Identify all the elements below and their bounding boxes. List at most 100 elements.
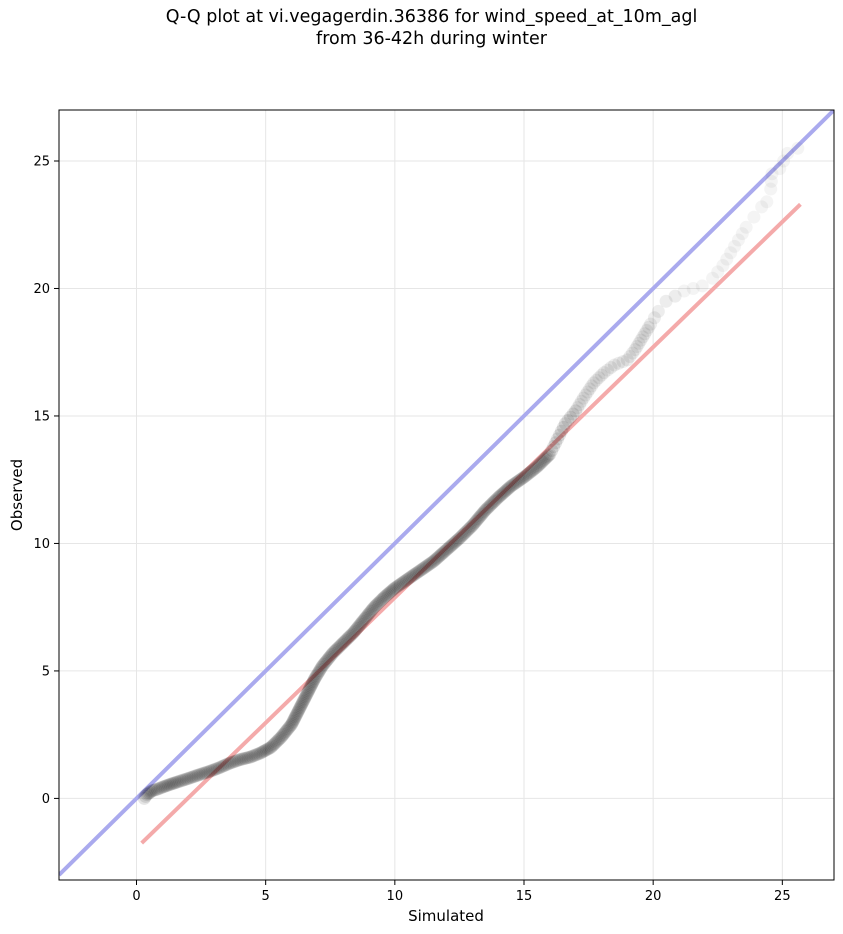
qq-point xyxy=(574,394,588,408)
qq-point xyxy=(298,691,312,705)
qq-point xyxy=(540,450,554,464)
qq-point xyxy=(507,477,521,491)
qq-point xyxy=(634,333,648,347)
qq-point xyxy=(148,783,162,797)
qq-point xyxy=(628,343,642,357)
qq-point xyxy=(268,737,282,751)
qq-point xyxy=(281,722,295,736)
qq-point xyxy=(252,747,266,761)
qq-point xyxy=(368,599,382,613)
qq-point xyxy=(254,746,267,760)
qq-point xyxy=(236,752,250,766)
qq-point xyxy=(595,368,608,382)
qq-point xyxy=(417,561,431,575)
qq-point xyxy=(508,476,522,490)
qq-point xyxy=(405,569,419,583)
qq-point xyxy=(179,772,193,786)
qq-point xyxy=(145,784,159,798)
qq-point xyxy=(181,772,195,786)
qq-point xyxy=(364,604,378,618)
qq-point xyxy=(155,780,169,794)
qq-point xyxy=(427,554,441,568)
qq-point xyxy=(538,452,552,466)
qq-point xyxy=(487,494,501,508)
qq-point xyxy=(292,702,306,716)
qq-point xyxy=(294,699,308,713)
qq-point xyxy=(339,633,353,647)
qq-point xyxy=(371,596,385,610)
qq-point xyxy=(366,602,380,616)
x-tick-label: 10 xyxy=(387,889,404,904)
qq-point xyxy=(359,610,373,624)
qq-point xyxy=(210,761,224,775)
qq-point xyxy=(406,568,420,582)
qq-point xyxy=(378,590,391,604)
qq-point xyxy=(404,570,418,584)
qq-point xyxy=(297,693,311,707)
qq-point xyxy=(434,547,448,561)
qq-point xyxy=(402,571,416,585)
qq-point xyxy=(296,695,310,709)
qq-point xyxy=(438,544,452,558)
qq-point xyxy=(152,782,166,796)
qq-point xyxy=(212,761,226,775)
qq-point xyxy=(295,698,309,712)
x-tick-label: 0 xyxy=(132,889,140,904)
qq-point xyxy=(349,623,363,637)
qq-point xyxy=(526,463,540,477)
qq-point xyxy=(139,789,153,803)
qq-point xyxy=(228,754,242,768)
qq-point xyxy=(425,555,439,569)
qq-point xyxy=(545,443,559,457)
qq-point xyxy=(162,778,176,792)
qq-point xyxy=(626,346,639,360)
qq-point xyxy=(313,664,327,678)
qq-point xyxy=(418,560,432,574)
qq-point xyxy=(310,668,324,682)
qq-point xyxy=(450,534,464,548)
qq-point xyxy=(513,473,527,487)
qq-point xyxy=(302,684,316,698)
qq-point xyxy=(533,457,546,471)
qq-point xyxy=(623,349,637,363)
qq-point xyxy=(706,271,720,285)
qq-point xyxy=(291,704,305,718)
qq-point xyxy=(303,681,317,695)
qq-points xyxy=(137,141,805,805)
qq-point xyxy=(330,642,344,656)
qq-point xyxy=(449,535,463,549)
qq-point xyxy=(461,522,475,536)
qq-point xyxy=(347,626,360,640)
qq-point xyxy=(226,755,240,769)
qq-point xyxy=(389,580,403,594)
qq-point xyxy=(651,304,665,318)
qq-point xyxy=(440,543,453,557)
qq-point xyxy=(241,751,255,765)
qq-point xyxy=(176,773,190,787)
qq-point xyxy=(375,593,389,607)
qq-point xyxy=(604,361,618,375)
qq-point xyxy=(248,748,262,762)
qq-point xyxy=(290,707,304,721)
qq-point xyxy=(573,397,587,411)
qq-point xyxy=(607,358,621,372)
qq-point xyxy=(150,782,164,796)
qq-point xyxy=(524,464,538,478)
qq-point xyxy=(496,486,510,500)
qq-point xyxy=(408,567,422,581)
qq-point xyxy=(288,710,302,724)
qq-point xyxy=(240,751,254,765)
qq-point xyxy=(401,572,415,586)
qq-point xyxy=(638,327,652,341)
qq-point xyxy=(270,734,284,748)
qq-point xyxy=(481,501,495,515)
qq-point xyxy=(483,498,497,512)
qq-point xyxy=(447,536,461,550)
qq-point xyxy=(558,417,572,431)
qq-point xyxy=(430,551,444,565)
qq-point xyxy=(499,484,513,498)
qq-point xyxy=(316,659,329,673)
qq-point xyxy=(561,413,575,427)
qq-point xyxy=(336,636,350,650)
qq-point xyxy=(716,259,730,273)
